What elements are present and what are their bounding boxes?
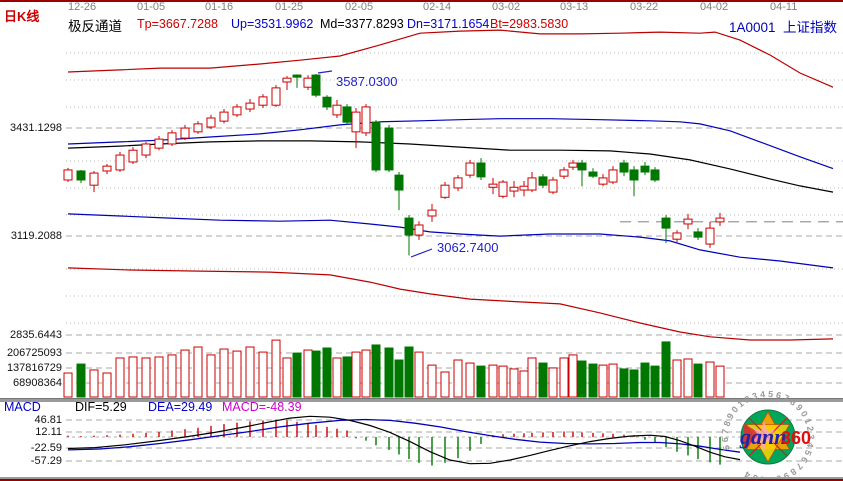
gann360-logo: 567890123456789012345678901234 gann 360 — [707, 391, 828, 481]
date-label: 02-05 — [345, 1, 374, 13]
macd-dea-value: DEA=29.49 — [148, 400, 213, 414]
period-label[interactable]: 日K线 — [4, 9, 40, 24]
date-label: 02-14 — [423, 1, 452, 13]
date-label: 04-11 — [770, 1, 798, 13]
macd-axis-label: 12.11 — [35, 426, 62, 438]
indicator-param-up: Up=3531.9962 — [231, 17, 314, 31]
bottom-separator — [0, 476, 843, 479]
indicator-param-tp: Tp=3667.7288 — [137, 17, 218, 31]
volume-axis-label: 206725093 — [6, 347, 62, 359]
date-label: 01-05 — [137, 1, 166, 13]
macd-axis-label: 46.81 — [34, 414, 62, 426]
price-axis-label: 3431.1298 — [10, 122, 62, 134]
pane-separator[interactable] — [0, 398, 843, 402]
symbol-code: 1A0001 — [728, 20, 776, 35]
indicator-param-dn: Dn=3171.1654 — [407, 17, 490, 31]
symbol-name: 上证指数 — [783, 20, 837, 35]
date-label: 01-16 — [205, 1, 234, 13]
macd-axis-label: -22.59 — [30, 442, 62, 454]
window-bottom-border — [0, 479, 843, 481]
volume-axis-label: 137816729 — [6, 362, 62, 374]
date-label: 03-22 — [630, 1, 659, 13]
price-axis-label: 3119.2088 — [10, 230, 62, 242]
date-label: 12-26 — [68, 1, 97, 13]
price-annotation: 3587.0300 — [336, 74, 397, 89]
price-annotation: 3062.7400 — [437, 240, 498, 255]
macd-hist-value: MACD=-48.39 — [222, 400, 302, 414]
indicator-name[interactable]: 极反通道 — [68, 19, 122, 34]
volume-axis-label: 68908364 — [13, 377, 62, 389]
logo-number: 360 — [781, 428, 811, 448]
logo-triangle-red — [744, 424, 765, 448]
date-label: 03-02 — [492, 1, 521, 13]
indicator-param-md: Md=3377.8293 — [320, 17, 404, 31]
indicator-param-bt: Bt=2983.5830 — [490, 17, 569, 31]
symbol-title: 1A0001 上证指数 — [729, 16, 837, 36]
logo-star — [750, 421, 778, 453]
macd-dif-value: DIF=5.29 — [75, 400, 127, 414]
macd-axis-label: -57.29 — [30, 455, 62, 467]
price-axis-label: 2835.6443 — [10, 329, 62, 341]
logo-word: gann — [739, 424, 786, 449]
macd-pane-label[interactable]: MACD — [4, 400, 41, 414]
date-label: 04-02 — [700, 1, 729, 13]
window-top-border — [0, 0, 843, 2]
date-label: 01-25 — [275, 1, 304, 13]
date-label: 03-13 — [560, 1, 589, 13]
